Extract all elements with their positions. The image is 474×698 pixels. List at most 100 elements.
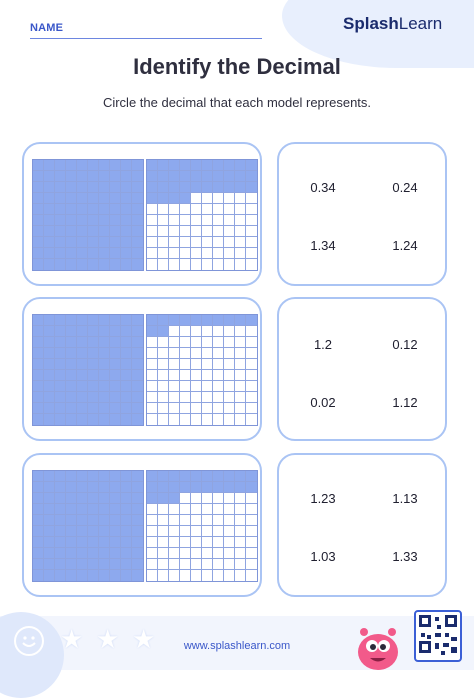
grid-cell — [191, 193, 202, 204]
choice-option[interactable]: 1.34 — [310, 238, 336, 253]
grid-cell — [180, 493, 191, 504]
choice-option[interactable]: 1.33 — [392, 549, 418, 564]
grid-cell — [180, 381, 191, 392]
choice-option[interactable]: 1.23 — [310, 491, 336, 506]
grid-cell — [88, 237, 99, 248]
grid-cell — [55, 193, 66, 204]
grid-cell — [33, 215, 44, 226]
grid-cell — [180, 315, 191, 326]
grid-cell — [121, 193, 132, 204]
grid-cell — [44, 559, 55, 570]
grid-cell — [44, 171, 55, 182]
grid-cell — [44, 526, 55, 537]
grid-cell — [180, 182, 191, 193]
grid-cell — [121, 182, 132, 193]
grid-cell — [99, 559, 110, 570]
grid-cell — [169, 237, 180, 248]
choice-option[interactable]: 0.02 — [310, 395, 336, 410]
grid-cell — [44, 326, 55, 337]
grid-cell — [66, 226, 77, 237]
grid-cell — [132, 559, 143, 570]
grid-cell — [213, 315, 224, 326]
choice-option[interactable]: 1.12 — [392, 395, 418, 410]
grid-cell — [180, 548, 191, 559]
grid-cell — [213, 370, 224, 381]
name-line[interactable] — [30, 38, 262, 39]
grid-cell — [246, 337, 257, 348]
grid-cell — [55, 414, 66, 425]
grid-cell — [33, 171, 44, 182]
grid-cell — [77, 471, 88, 482]
choice-option[interactable]: 0.34 — [310, 180, 336, 195]
grid-cell — [121, 248, 132, 259]
grid-cell — [158, 548, 169, 559]
grid-cell — [110, 359, 121, 370]
grid-cell — [235, 215, 246, 226]
grid-cell — [158, 359, 169, 370]
grid-cell — [99, 392, 110, 403]
grid-cell — [169, 548, 180, 559]
grid-cell — [169, 504, 180, 515]
grid-cell — [77, 215, 88, 226]
grid-cell — [44, 515, 55, 526]
grid-cell — [213, 526, 224, 537]
grid-cell — [66, 504, 77, 515]
grid-cell — [77, 537, 88, 548]
grid-cell — [55, 182, 66, 193]
grid-cell — [158, 471, 169, 482]
grid-cell — [121, 570, 132, 581]
grid-cell — [132, 515, 143, 526]
choice-option[interactable]: 1.2 — [313, 337, 333, 352]
grid-cell — [202, 359, 213, 370]
choice-option[interactable]: 0.24 — [392, 180, 418, 195]
grid-cell — [33, 559, 44, 570]
choice-option[interactable]: 1.03 — [310, 549, 336, 564]
choice-option[interactable]: 1.24 — [392, 238, 418, 253]
grid-cell — [224, 193, 235, 204]
grid-cell — [224, 204, 235, 215]
grid-cell — [55, 259, 66, 270]
grid-cell — [66, 326, 77, 337]
partial-hundred-grid — [146, 159, 258, 271]
grid-cell — [202, 160, 213, 171]
grid-cell — [246, 348, 257, 359]
grid-cell — [158, 414, 169, 425]
grid-cell — [77, 482, 88, 493]
grid-cell — [55, 226, 66, 237]
grid-cell — [169, 215, 180, 226]
footer-url[interactable]: www.splashlearn.com — [183, 640, 291, 652]
grid-cell — [55, 160, 66, 171]
grid-cell — [180, 171, 191, 182]
brand-bold-text: Splash — [343, 14, 399, 33]
grid-cell — [180, 403, 191, 414]
grid-cell — [77, 559, 88, 570]
grid-cell — [224, 359, 235, 370]
grid-cell — [224, 403, 235, 414]
grid-cell — [110, 326, 121, 337]
grid-cell — [213, 559, 224, 570]
grid-cell — [224, 337, 235, 348]
grid-cell — [202, 226, 213, 237]
grid-cell — [44, 392, 55, 403]
grid-cell — [44, 348, 55, 359]
grid-cell — [191, 248, 202, 259]
grid-cell — [55, 326, 66, 337]
grid-cell — [246, 259, 257, 270]
grid-cell — [224, 537, 235, 548]
grid-cell — [33, 315, 44, 326]
grid-cell — [66, 537, 77, 548]
grid-cell — [169, 471, 180, 482]
choice-option[interactable]: 0.12 — [392, 337, 418, 352]
grid-cell — [88, 493, 99, 504]
choice-option[interactable]: 1.13 — [392, 491, 418, 506]
grid-cell — [169, 381, 180, 392]
grid-cell — [235, 160, 246, 171]
grid-cell — [55, 482, 66, 493]
grid-cell — [202, 348, 213, 359]
grid-cell — [66, 482, 77, 493]
grid-cell — [180, 559, 191, 570]
grid-cell — [147, 570, 158, 581]
grid-cell — [147, 493, 158, 504]
grid-cell — [132, 403, 143, 414]
grid-cell — [180, 515, 191, 526]
